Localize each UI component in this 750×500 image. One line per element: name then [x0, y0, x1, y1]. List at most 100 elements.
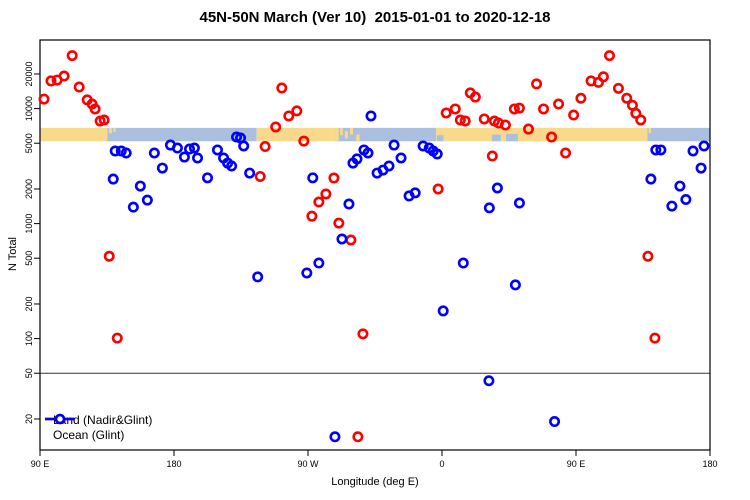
surface-band-patch-land [349, 127, 353, 135]
data-point-ocean [680, 194, 692, 206]
data-point-land [621, 92, 633, 104]
y-tick-label: 20 [24, 414, 34, 424]
y-tick-label: 2000 [24, 179, 34, 199]
surface-band-patch-land [356, 134, 360, 142]
data-point-ocean [698, 140, 710, 152]
data-point-land [635, 114, 647, 126]
data-point-ocean [336, 233, 348, 245]
data-point-ocean [655, 144, 667, 156]
y-tick-label: 1000 [24, 214, 34, 234]
data-point-ocean [141, 194, 153, 206]
x-tick-label: 90 W [297, 459, 319, 469]
data-point-ocean [301, 267, 313, 279]
data-point-ocean [650, 144, 662, 156]
data-point-ocean [417, 140, 429, 152]
data-point-land [538, 103, 550, 115]
data-point-ocean [388, 139, 400, 151]
data-point-land [449, 103, 461, 115]
data-point-ocean [183, 143, 195, 155]
data-point-ocean [127, 201, 139, 213]
x-tick-label: 180 [702, 459, 717, 469]
data-point-land [597, 71, 609, 83]
data-point-ocean [549, 416, 561, 428]
data-point-land [649, 332, 661, 344]
data-point-ocean [666, 200, 678, 212]
data-point-land [328, 172, 340, 184]
data-point-ocean [134, 180, 146, 192]
data-point-ocean [329, 431, 341, 443]
data-point-ocean [307, 172, 319, 184]
data-point-land [333, 217, 345, 229]
surface-band-land [436, 127, 648, 142]
data-point-ocean [238, 140, 250, 152]
data-point-ocean [171, 142, 183, 154]
x-tick-label: 0 [439, 459, 444, 469]
data-point-ocean [431, 148, 443, 160]
data-point-land [298, 135, 310, 147]
data-point-land [432, 183, 444, 195]
data-point-land [313, 196, 325, 208]
data-point-land [531, 78, 543, 90]
data-point-ocean [211, 144, 223, 156]
x-tick-label: 180 [166, 459, 181, 469]
data-point-ocean [483, 202, 495, 214]
data-point-land [568, 109, 580, 121]
surface-band-patch-land [113, 127, 116, 132]
data-point-land [276, 82, 288, 94]
data-point-land [499, 119, 511, 131]
data-point-ocean [148, 147, 160, 159]
data-point-land [306, 210, 318, 222]
data-point-ocean [120, 147, 132, 159]
data-point-ocean [365, 110, 377, 122]
data-point-land [513, 102, 525, 114]
data-point-ocean [313, 257, 325, 269]
surface-band-land [40, 127, 108, 142]
data-point-ocean [437, 305, 449, 317]
data-point-land [283, 110, 295, 122]
data-point-land [575, 92, 587, 104]
ocean-marker-icon [45, 413, 75, 425]
y-tick-label: 50 [24, 368, 34, 378]
data-point-land [459, 115, 471, 127]
data-point-ocean [395, 152, 407, 164]
surface-band-patch-land [340, 127, 343, 136]
x-axis-title: Longitude (deg E) [331, 476, 419, 488]
surface-band-ocean [107, 127, 257, 142]
surface-band-patch-ocean [491, 134, 501, 142]
data-point-ocean [674, 180, 686, 192]
data-point-land [546, 131, 558, 143]
y-tick-label: 200 [24, 296, 34, 311]
data-point-land [553, 98, 565, 110]
data-point-ocean [509, 279, 521, 291]
y-axis-title: N Total [7, 236, 19, 272]
data-point-ocean [188, 142, 200, 154]
data-point-ocean [202, 172, 214, 184]
y-tick-label: 10000 [24, 96, 34, 121]
data-point-ocean [107, 173, 119, 185]
data-point-ocean [457, 257, 469, 269]
data-point-ocean [351, 153, 363, 165]
legend-item-ocean: Ocean (Glint) [44, 413, 152, 442]
data-point-land [603, 50, 615, 62]
y-tick-label: 500 [24, 251, 34, 266]
legend: Land (Nadir&Glint) Ocean (Glint) [44, 412, 152, 442]
data-point-land [259, 141, 271, 153]
data-point-land [454, 114, 466, 126]
data-point-land [58, 70, 70, 82]
data-point-land [486, 150, 498, 162]
data-point-land [73, 81, 85, 93]
data-point-ocean [409, 187, 421, 199]
y-tick-label: 5000 [24, 133, 34, 153]
data-point-land [352, 431, 364, 443]
data-point-land [89, 103, 101, 115]
y-tick-label: 100 [24, 331, 34, 346]
data-point-land [612, 82, 624, 94]
data-point-ocean [491, 182, 503, 194]
surface-band-ocean [647, 127, 710, 142]
data-point-land [103, 250, 115, 262]
surface-band-patch-ocean [436, 135, 444, 142]
data-point-ocean [695, 162, 707, 174]
data-point-ocean [109, 145, 121, 157]
y-tick-label: 20000 [24, 61, 34, 86]
